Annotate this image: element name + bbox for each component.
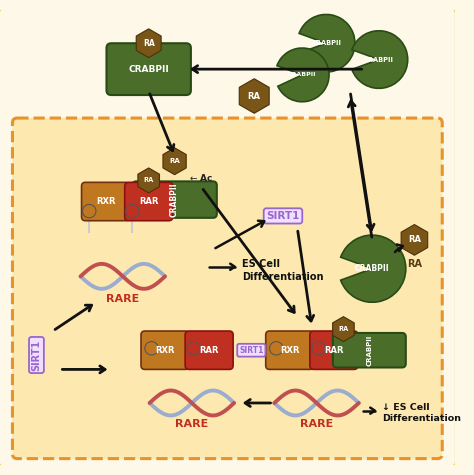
Polygon shape [138, 168, 159, 193]
Circle shape [145, 342, 158, 355]
Text: RXR: RXR [96, 197, 115, 206]
Text: RA: RA [144, 178, 154, 183]
Text: SIRT1: SIRT1 [266, 211, 300, 221]
FancyBboxPatch shape [132, 181, 217, 218]
Polygon shape [163, 148, 186, 175]
FancyBboxPatch shape [125, 182, 173, 221]
FancyBboxPatch shape [310, 331, 358, 370]
Text: RARE: RARE [106, 294, 139, 304]
Text: CRABPII: CRABPII [355, 264, 390, 273]
Text: RA: RA [248, 92, 261, 101]
Wedge shape [352, 31, 408, 88]
Wedge shape [299, 14, 355, 72]
Polygon shape [239, 79, 269, 113]
Wedge shape [341, 235, 406, 302]
Text: RA: RA [169, 158, 180, 164]
FancyBboxPatch shape [333, 333, 406, 368]
Text: RAR: RAR [324, 346, 344, 355]
Circle shape [187, 342, 201, 355]
Text: CRABPII: CRABPII [128, 65, 169, 74]
FancyBboxPatch shape [107, 43, 191, 95]
FancyBboxPatch shape [185, 331, 233, 370]
Text: CRABPII: CRABPII [366, 334, 373, 366]
Text: RXR: RXR [280, 346, 300, 355]
Circle shape [270, 342, 283, 355]
Text: RA: RA [143, 39, 155, 48]
Text: RARE: RARE [300, 419, 333, 429]
Text: CRABPII: CRABPII [364, 57, 394, 63]
Text: ↓ ES Cell
Differentiation: ↓ ES Cell Differentiation [382, 402, 461, 423]
Text: RAR: RAR [139, 197, 158, 206]
Text: CRABPII: CRABPII [288, 72, 317, 77]
Polygon shape [401, 225, 428, 255]
Circle shape [126, 204, 139, 218]
Text: RAR: RAR [200, 346, 219, 355]
Text: $\leftarrow$Ac: $\leftarrow$Ac [188, 172, 213, 183]
FancyBboxPatch shape [266, 331, 314, 370]
Circle shape [82, 204, 96, 218]
Text: RARE: RARE [175, 419, 209, 429]
FancyBboxPatch shape [12, 118, 442, 459]
Text: SIRT1: SIRT1 [31, 340, 41, 370]
Polygon shape [333, 317, 354, 342]
Text: RXR: RXR [155, 346, 175, 355]
Text: CRABPII: CRABPII [311, 40, 341, 46]
FancyBboxPatch shape [0, 8, 456, 467]
FancyBboxPatch shape [82, 182, 129, 221]
Polygon shape [136, 29, 161, 57]
Text: CRABPII: CRABPII [170, 182, 179, 217]
Text: SIRT1: SIRT1 [239, 346, 264, 355]
Text: RA: RA [408, 236, 421, 245]
Text: ES Cell
Differentiation: ES Cell Differentiation [242, 259, 323, 282]
Text: RA: RA [338, 326, 348, 332]
FancyBboxPatch shape [141, 331, 189, 370]
Circle shape [312, 342, 325, 355]
Wedge shape [277, 48, 329, 102]
Text: RA: RA [407, 259, 422, 269]
